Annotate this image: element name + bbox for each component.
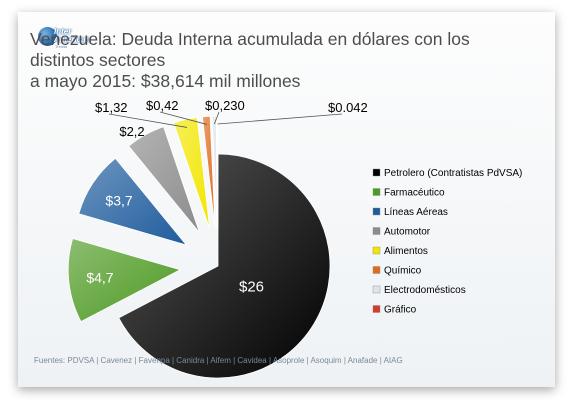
slice-label-automotor: $2,2 bbox=[119, 124, 144, 139]
callout-line-alimentos bbox=[108, 113, 188, 128]
callout-line-electrodomesticos bbox=[213, 111, 220, 125]
legend-label-lineas-aereas: Líneas Aéreas bbox=[384, 207, 448, 218]
legend-swatch-petrolero-contratistas-pdvsa bbox=[372, 168, 381, 177]
slice-label-petrolero-contratistas-pdvsa: $26 bbox=[239, 278, 264, 295]
pie-slice-electrodomesticos bbox=[211, 115, 218, 229]
chart-title: Venezuela: Deuda Interna acumulada en dó… bbox=[30, 29, 530, 92]
callout-line-quimico bbox=[159, 111, 207, 125]
slice-label-farmaceutico: $4,7 bbox=[86, 270, 113, 286]
legend-label-alimentos: Alimentos bbox=[384, 246, 428, 257]
pie-slice-automotor bbox=[128, 126, 200, 234]
callout-line-grafico bbox=[217, 113, 343, 125]
legend-swatch-quimico bbox=[372, 266, 381, 274]
slice-label-grafico: $0.042 bbox=[328, 100, 368, 115]
globe-icon bbox=[38, 27, 57, 46]
legend-label-quimico: Químico bbox=[384, 266, 422, 277]
slice-label-lineas-aereas: $3,7 bbox=[105, 193, 132, 209]
slice-label-quimico: $0,42 bbox=[146, 98, 179, 113]
sources-footer: Fuentes: PDVSA | Cavenez | Favenpa | Can… bbox=[34, 356, 403, 365]
legend-label-automotor: Automotor bbox=[384, 227, 431, 238]
slice-label-alimentos: $1,32 bbox=[95, 100, 128, 115]
chart-title-line1: Venezuela: Deuda Interna acumulada en dó… bbox=[30, 29, 470, 70]
logo-text-line2: American bbox=[54, 35, 91, 44]
legend-label-grafico: Gráfico bbox=[384, 305, 417, 316]
legend-label-farmaceutico: Farmacéutico bbox=[384, 188, 445, 199]
slice-labels: $26 $4,7 $3,7 $2,2 $1,32 $0,42 $0,230 $0.042 bbox=[86, 98, 367, 295]
pie-slice-lineas-aereas bbox=[78, 157, 188, 246]
callout-lines bbox=[108, 111, 343, 128]
pie-slice-alimentos bbox=[173, 117, 211, 230]
inter-american-trends-logo: Inter American Trends bbox=[38, 26, 116, 49]
chart-title-line2: a mayo 2015: $38,614 mil millones bbox=[30, 71, 301, 91]
pie-slice-petrolero-contratistas-pdvsa bbox=[118, 153, 331, 379]
logo-text-line3: Trends bbox=[55, 44, 68, 49]
pie-slice-quimico bbox=[201, 115, 216, 229]
pie-slice-farmaceutico bbox=[67, 237, 182, 323]
legend-swatch-alimentos bbox=[372, 246, 381, 255]
legend-swatch-automotor bbox=[372, 227, 381, 235]
legend-swatch-farmaceutico bbox=[372, 188, 381, 196]
pie-slices bbox=[67, 115, 331, 379]
legend-swatch-lineas-aereas bbox=[372, 207, 381, 216]
legend-swatch-electrodomesticos bbox=[372, 285, 381, 294]
legend-label-electrodomesticos: Electrodomésticos bbox=[384, 285, 466, 296]
slice-label-electrodomesticos: $0,230 bbox=[205, 98, 245, 113]
legend: Petrolero (Contratistas PdVSA) Farmacéuti… bbox=[372, 168, 522, 316]
legend-swatch-grafico bbox=[372, 305, 381, 313]
legend-label-petrolero-contratistas-pdvsa: Petrolero (Contratistas PdVSA) bbox=[384, 168, 522, 179]
logo-text-line1: Inter bbox=[54, 27, 72, 36]
